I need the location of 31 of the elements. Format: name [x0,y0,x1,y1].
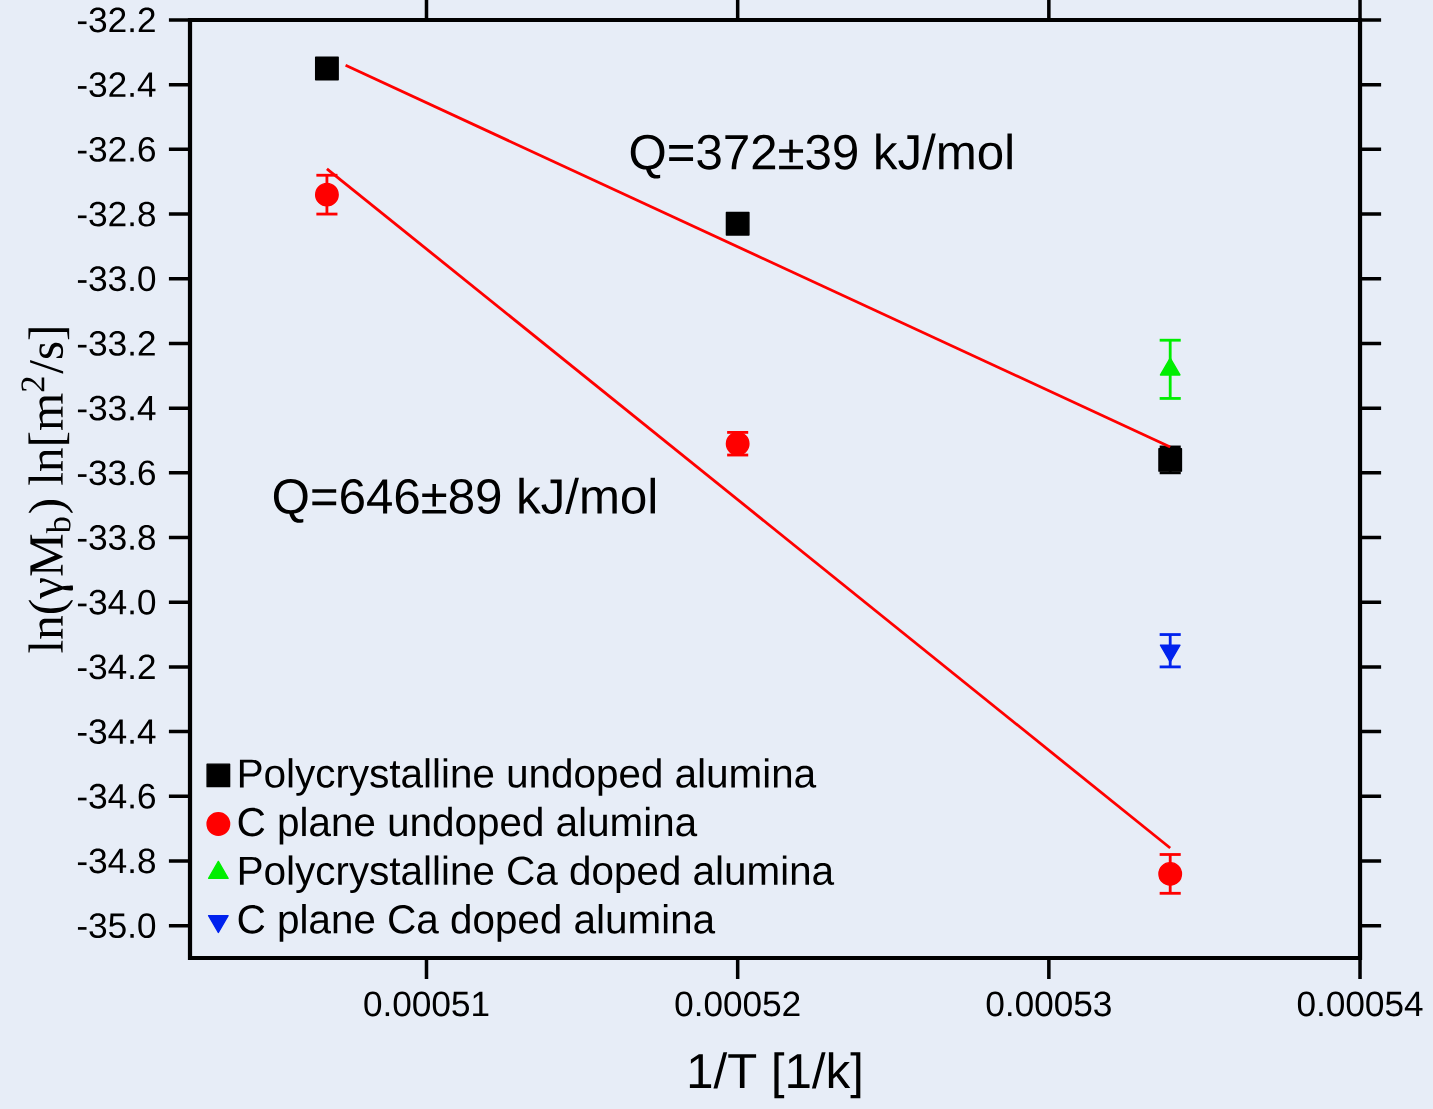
x-tick-label: 0.00051 [364,991,489,1017]
y-tick-label: -34.4 [77,719,156,745]
y-tick-label: -35.0 [77,913,156,939]
legend-label: C plane Ca doped alumina [238,904,716,942]
y-tick-label: -32.6 [77,136,155,162]
legend-label: C plane undoped alumina [238,806,698,845]
y-tick-label: -34.2 [77,654,155,680]
x-tick-label: 0.00052 [675,991,800,1017]
y-tick-label: -32.2 [77,7,155,33]
y-tick-label: -32.8 [77,201,155,227]
legend-label: Polycrystalline undoped alumina [239,758,817,796]
y-tick-label: -33.4 [77,395,156,421]
point [1158,861,1183,886]
y-tick-label: -33.6 [77,460,155,486]
y-tick-label: -34.8 [77,848,155,874]
point [314,56,339,81]
y-tick-label: -34.6 [77,783,155,809]
legend-label: Polycrystalline Ca doped alumina [239,855,835,894]
y-tick-label: -32.4 [77,72,156,98]
y-tick-label: -33.2 [77,331,155,356]
point [314,182,339,207]
annotation: Q=646±89 kJ/mol [273,477,655,523]
x-tick-label: 0.00054 [1297,991,1423,1017]
x-tick-label: 0.00053 [986,991,1111,1017]
y-tick-label: -33.0 [77,266,156,292]
point [725,211,750,236]
x-axis-title: 1/T [1/k] [689,1052,861,1099]
y-tick-label: -33.8 [77,525,155,550]
y-tick-label: -34.0 [77,589,156,615]
annotation: Q=372±39 kJ/mol [630,133,1012,179]
y-axis-title: ln(γM$_{b}$) ln[m$^{2}$/s] [21,328,74,653]
